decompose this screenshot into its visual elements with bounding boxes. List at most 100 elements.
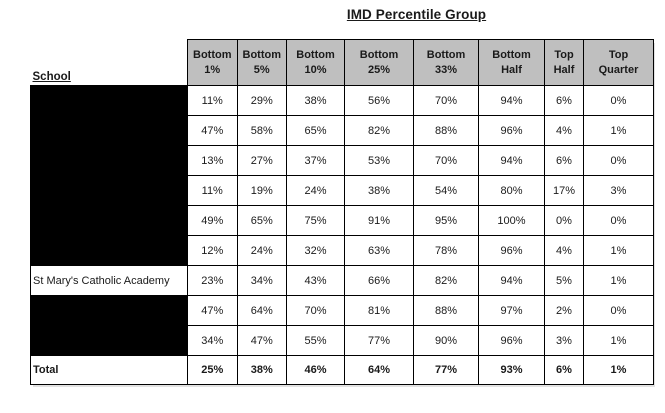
value-cell: 81% <box>344 295 414 326</box>
value-cell: 91% <box>344 205 414 236</box>
redacted-school-name <box>30 115 188 146</box>
value-cell: 34% <box>236 265 287 296</box>
value-cell: 11% <box>187 85 238 116</box>
table-title: IMD Percentile Group <box>346 7 487 22</box>
value-cell: 24% <box>236 235 287 266</box>
value-cell: 58% <box>236 115 287 146</box>
table-body: 11% 29% 38% 56% 70% 94% 6% 0% 47% 58% 65% 82% 88% 96%… <box>30 85 654 385</box>
column-header-bottom-1pct: Bottom 1% <box>187 39 238 86</box>
column-header-top-half: Top Half <box>544 39 584 86</box>
value-cell: 49% <box>187 205 238 236</box>
total-value-cell: 77% <box>413 355 479 385</box>
redacted-school-name <box>30 295 188 326</box>
value-cell: 82% <box>413 265 479 296</box>
value-cell: 66% <box>344 265 414 296</box>
value-cell: 6% <box>544 85 584 116</box>
value-cell: 54% <box>413 175 479 206</box>
total-label: Total <box>30 355 188 385</box>
table-row: St Mary's Catholic Academy 23% 34% 43% 66% 82… <box>30 265 654 296</box>
value-cell: 94% <box>478 265 545 296</box>
column-header-bottom-5pct: Bottom 5% <box>236 39 287 86</box>
redacted-school-name <box>30 145 188 176</box>
value-cell: 0% <box>544 205 584 236</box>
redacted-school-name <box>30 85 188 116</box>
value-cell: 27% <box>236 145 287 176</box>
value-cell: 65% <box>236 205 287 236</box>
column-header-bottom-10pct: Bottom 10% <box>286 39 345 86</box>
value-cell: 24% <box>286 175 345 206</box>
redacted-school-name <box>30 325 188 356</box>
value-cell: 96% <box>478 325 545 356</box>
table-row: 13% 27% 37% 53% 70% 94% 6% 0% <box>30 145 654 176</box>
total-value-cell: 46% <box>286 355 345 385</box>
value-cell: 1% <box>583 265 654 296</box>
value-cell: 47% <box>187 115 238 146</box>
value-cell: 37% <box>286 145 345 176</box>
value-cell: 4% <box>544 115 584 146</box>
value-cell: 78% <box>413 235 479 266</box>
total-row: Total 25% 38% 46% 64% 77% 93% 6% 1% <box>30 355 654 385</box>
value-cell: 80% <box>478 175 545 206</box>
value-cell: 23% <box>187 265 238 296</box>
value-cell: 3% <box>583 175 654 206</box>
imd-percentile-table: School Bottom 1% Bottom 5% Bottom 10% Bo… <box>30 39 654 385</box>
total-value-cell: 1% <box>583 355 654 385</box>
column-header-bottom-33pct: Bottom 33% <box>413 39 479 86</box>
value-cell: 70% <box>286 295 345 326</box>
redacted-school-name <box>30 175 188 206</box>
header-row: School Bottom 1% Bottom 5% Bottom 10% Bo… <box>30 39 654 86</box>
value-cell: 13% <box>187 145 238 176</box>
value-cell: 70% <box>413 85 479 116</box>
value-cell: 0% <box>583 145 654 176</box>
value-cell: 96% <box>478 115 545 146</box>
value-cell: 43% <box>286 265 345 296</box>
redacted-school-name <box>30 205 188 236</box>
value-cell: 4% <box>544 235 584 266</box>
value-cell: 5% <box>544 265 584 296</box>
value-cell: 47% <box>187 295 238 326</box>
value-cell: 0% <box>583 85 654 116</box>
value-cell: 95% <box>413 205 479 236</box>
value-cell: 65% <box>286 115 345 146</box>
total-value-cell: 93% <box>478 355 545 385</box>
value-cell: 19% <box>236 175 287 206</box>
value-cell: 1% <box>583 115 654 146</box>
value-cell: 0% <box>583 295 654 326</box>
value-cell: 2% <box>544 295 584 326</box>
value-cell: 53% <box>344 145 414 176</box>
value-cell: 32% <box>286 235 345 266</box>
value-cell: 3% <box>544 325 584 356</box>
value-cell: 77% <box>344 325 414 356</box>
value-cell: 75% <box>286 205 345 236</box>
value-cell: 82% <box>344 115 414 146</box>
school-column-header: School <box>32 71 71 83</box>
value-cell: 96% <box>478 235 545 266</box>
value-cell: 12% <box>187 235 238 266</box>
value-cell: 56% <box>344 85 414 116</box>
value-cell: 70% <box>413 145 479 176</box>
table-row: 49% 65% 75% 91% 95% 100% 0% 0% <box>30 205 654 236</box>
value-cell: 64% <box>236 295 287 326</box>
value-cell: 11% <box>187 175 238 206</box>
value-cell: 29% <box>236 85 287 116</box>
value-cell: 88% <box>413 115 479 146</box>
value-cell: 34% <box>187 325 238 356</box>
value-cell: 1% <box>583 325 654 356</box>
value-cell: 88% <box>413 295 479 326</box>
redacted-school-name <box>30 235 188 266</box>
total-value-cell: 38% <box>236 355 287 385</box>
total-value-cell: 6% <box>544 355 584 385</box>
table-row: 47% 64% 70% 81% 88% 97% 2% 0% <box>30 295 654 326</box>
column-header-bottom-half: Bottom Half <box>478 39 545 86</box>
value-cell: 90% <box>413 325 479 356</box>
table-row: 47% 58% 65% 82% 88% 96% 4% 1% <box>30 115 654 146</box>
value-cell: 94% <box>478 145 545 176</box>
value-cell: 38% <box>286 85 345 116</box>
total-value-cell: 64% <box>344 355 414 385</box>
table-row: 34% 47% 55% 77% 90% 96% 3% 1% <box>30 325 654 356</box>
value-cell: 1% <box>583 235 654 266</box>
value-cell: 38% <box>344 175 414 206</box>
value-cell: 0% <box>583 205 654 236</box>
value-cell: 55% <box>286 325 345 356</box>
column-header-top-quarter: Top Quarter <box>583 39 654 86</box>
